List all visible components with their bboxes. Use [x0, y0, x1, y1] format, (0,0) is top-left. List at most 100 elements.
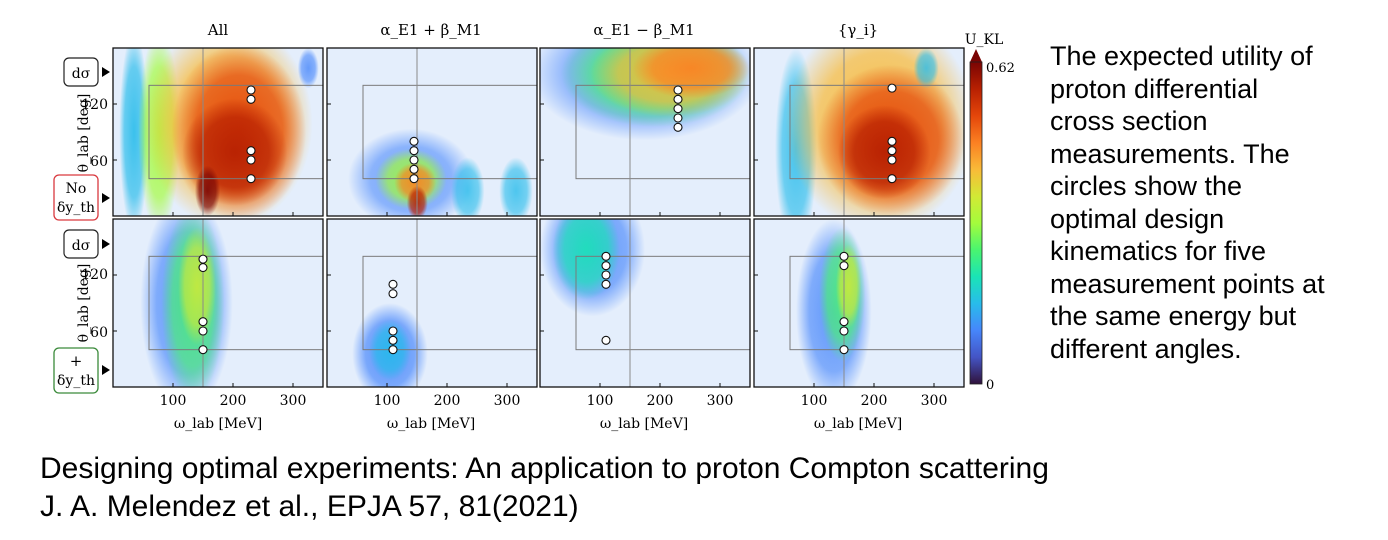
column-title-4: {γ_i} [838, 21, 878, 39]
column-title-1: All [207, 21, 229, 39]
heat-region [632, 48, 750, 99]
row2-dsigma-arrow-icon [102, 239, 110, 249]
design-point-5 [839, 345, 849, 355]
panel-frame [539, 47, 751, 217]
figure: All α_E1 + β_M1 α_E1 − β_M1 {γ_i} 120 60… [53, 21, 1015, 432]
design-point-4 [409, 164, 419, 174]
reference-box [575, 255, 750, 351]
panel-frame [112, 47, 324, 217]
design-point-5 [673, 122, 683, 132]
panel-frame [539, 218, 751, 388]
heat-region [552, 219, 620, 300]
design-point-2 [673, 94, 683, 104]
design-point-1 [388, 279, 398, 289]
panel-frame [326, 47, 538, 217]
xtick-col3-300: 300 [707, 393, 734, 409]
panel-frame [753, 218, 965, 388]
row1-no-label: No [66, 181, 87, 197]
design-point-3 [198, 317, 208, 327]
design-point-4 [839, 326, 849, 336]
design-point-5 [198, 345, 208, 355]
ytick-row1-60: 60 [90, 154, 108, 170]
design-point-2 [839, 261, 849, 271]
row1-badges: dσ No δy_th [53, 57, 110, 221]
xtick-col3-100: 100 [587, 393, 614, 409]
xtick-col2-300: 300 [494, 393, 521, 409]
colorbar-min-label: 0 [986, 378, 994, 393]
row2-plus-dyth-badge [53, 347, 99, 394]
panel-r2-c4 [753, 218, 965, 388]
xtick-col4-300: 300 [921, 393, 948, 409]
paper-title: Designing optimal experiments: An applic… [40, 452, 1049, 485]
design-point-1 [198, 254, 208, 264]
design-point-3 [409, 155, 419, 165]
design-point-2 [601, 261, 611, 271]
reference-box [789, 255, 964, 351]
design-point-4 [198, 326, 208, 336]
design-point-1 [673, 85, 683, 95]
ytick-row1-120: 120 [81, 97, 108, 113]
design-point-5 [409, 174, 419, 184]
design-point-4 [887, 155, 897, 165]
panel-frame [326, 218, 538, 388]
colorbar-label: U_KL [965, 32, 1004, 48]
heatmap-panels [112, 47, 965, 388]
row1-dsigma-badge [63, 57, 99, 87]
design-point-3 [246, 146, 256, 156]
colorbar-gradient [969, 61, 983, 385]
xtick-col1-100: 100 [160, 393, 187, 409]
design-point-1 [839, 251, 849, 261]
heat-region [194, 165, 221, 216]
design-point-1 [887, 83, 897, 93]
colorbar-extend-arrow-icon [970, 49, 982, 62]
heat-region [913, 48, 939, 89]
reference-box [575, 84, 750, 180]
design-point-4 [388, 335, 398, 345]
colorbar: U_KL 0.62 0 [965, 32, 1015, 393]
row1-dsigma-label: dσ [72, 66, 91, 82]
design-point-5 [887, 174, 897, 184]
design-point-2 [198, 262, 208, 273]
panel-r2-c1 [112, 218, 324, 388]
xtick-col3-200: 200 [647, 393, 674, 409]
reference-box [362, 255, 537, 351]
ylabel-row2: θ_lab [deg] [76, 264, 92, 343]
row2-dsigma-label: dσ [72, 238, 91, 254]
colorbar-max-label: 0.62 [986, 61, 1015, 76]
heat-region [450, 157, 485, 216]
figure-description: The expected utility of proton different… [1050, 41, 1325, 364]
reference-box [362, 84, 537, 180]
panel-r1-c2 [326, 47, 538, 217]
panel-frame [753, 47, 965, 217]
xtick-col2-200: 200 [434, 393, 461, 409]
design-point-5 [601, 335, 611, 345]
row2-plus-dyth-arrow-icon [102, 365, 110, 375]
xtick-col1-300: 300 [280, 393, 307, 409]
heat-region [297, 48, 319, 89]
heat-region [178, 227, 216, 345]
heat-region [838, 105, 931, 200]
design-point-5 [388, 345, 398, 355]
design-point-1 [246, 85, 256, 95]
panel-r1-c4 [753, 47, 965, 217]
xlabel-col1: ω_lab [MeV] [174, 416, 262, 432]
design-point-3 [887, 146, 897, 156]
design-point-4 [246, 155, 256, 165]
row1-dsigma-arrow-icon [102, 67, 110, 77]
xtick-col1-200: 200 [220, 393, 247, 409]
xtick-col4-200: 200 [861, 393, 888, 409]
ytick-row2-120: 120 [81, 267, 108, 283]
panel-frame [112, 218, 324, 388]
design-point-2 [388, 289, 398, 299]
design-point-1 [601, 251, 611, 261]
panel-r1-c1 [112, 47, 324, 217]
xlabel-col3: ω_lab [MeV] [600, 416, 688, 432]
design-point-4 [601, 279, 611, 289]
design-point-3 [388, 326, 398, 336]
xlabel-col2: ω_lab [MeV] [387, 416, 475, 432]
row1-dyth-label: δy_th [57, 200, 95, 216]
xtick-col2-100: 100 [374, 393, 401, 409]
design-point-3 [601, 270, 611, 280]
reference-box [148, 255, 323, 351]
ytick-row2-60: 60 [90, 325, 108, 341]
